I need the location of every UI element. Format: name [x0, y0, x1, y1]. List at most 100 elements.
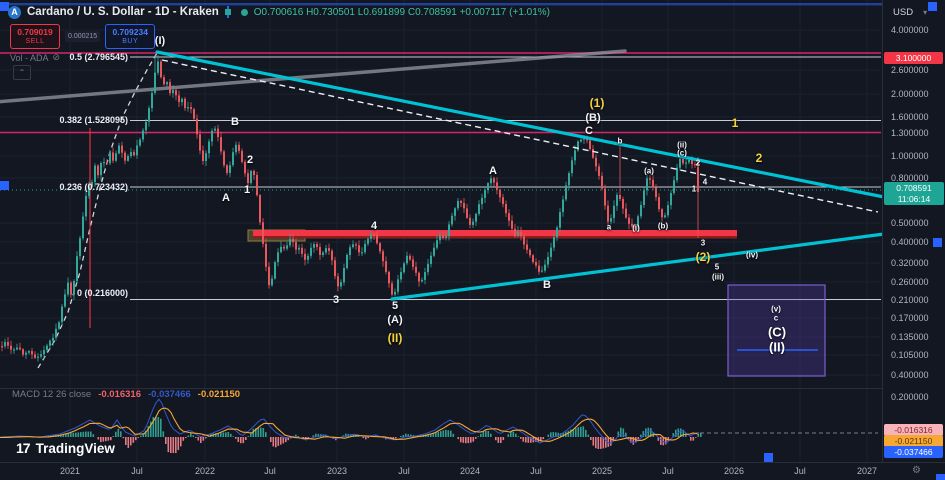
drawing-selection-handle[interactable] [0, 181, 9, 190]
gray-trendline[interactable] [0, 49, 627, 104]
candle-body [469, 217, 471, 225]
candle-body [85, 195, 87, 217]
macd-hist-bar [177, 437, 180, 450]
candle-body [574, 150, 576, 161]
macd-hist-bar [610, 437, 612, 446]
drawing-selection-handle[interactable] [936, 474, 945, 480]
drawing-selection-handle[interactable] [0, 2, 9, 11]
macd-hist-bar [597, 437, 600, 449]
currency-label: USD [893, 7, 914, 18]
price-scale[interactable]: USD ▾ 4.000000 2.600000 2.000000 1.600000 1.… [882, 0, 945, 462]
candle-body [676, 167, 678, 181]
candle-body [355, 244, 357, 246]
candle-body [685, 162, 687, 164]
candle-body [307, 255, 309, 260]
candle-body [421, 279, 423, 282]
macd-hist-bar [215, 433, 217, 437]
candle-body [658, 197, 660, 210]
macd-hist-bar [427, 434, 430, 437]
macd-hist-bar [630, 437, 632, 443]
candle-body [694, 164, 696, 166]
drawing-selection-handle[interactable] [933, 238, 942, 247]
macd-hist-bar [567, 430, 570, 437]
macd-hist-bar [440, 431, 442, 437]
candle-body [268, 266, 270, 286]
resistance-bar[interactable] [253, 230, 737, 236]
buy-button[interactable]: 0.709234 BUY [105, 24, 156, 49]
macd-hist-bar [500, 437, 502, 443]
candle-body [139, 139, 141, 146]
macd-hist-bar [80, 432, 82, 437]
fib-level-label: 0 (0.216000) [76, 288, 128, 298]
macd-hist-bar [282, 437, 285, 444]
volume-legend[interactable]: Vol - ADA ⊘ [10, 52, 60, 63]
macd-hist-bar [617, 431, 620, 437]
candle-body [400, 272, 402, 280]
macd-hist-bar [502, 437, 505, 441]
candle-body [544, 264, 546, 271]
time-axis[interactable]: 2021 Jul 2022 Jul 2023 Jul 2024 Jul 2025 Jul 2026 J… [0, 462, 945, 480]
tradingview-logo[interactable]: 17 TradingView [16, 440, 115, 456]
price-tick-label: 0.320000 [891, 258, 929, 268]
candle-body [196, 118, 198, 135]
collapse-pane-button[interactable]: ⌃ [13, 65, 31, 80]
macd-hist-bar [580, 426, 582, 437]
candle-body [361, 252, 363, 254]
macd-hist-bar [277, 437, 280, 446]
candle-body [385, 261, 387, 272]
candle-body [133, 152, 135, 156]
macd-hist-bar [642, 431, 645, 437]
axis-settings-gear-icon[interactable]: ⚙ [912, 465, 921, 476]
macd-hist-bar [447, 430, 450, 437]
currency-dropdown[interactable]: USD ▾ [887, 5, 943, 20]
dashed-rally-curve[interactable] [37, 52, 158, 369]
candle-body [367, 238, 369, 244]
price-tick-label: 0.210000 [891, 295, 929, 305]
drawing-selection-handle[interactable] [764, 453, 773, 462]
candle-body [121, 145, 123, 153]
macd-hist-bar [265, 432, 267, 437]
candle-body [292, 239, 294, 243]
candle-body [73, 281, 75, 295]
macd-hist-bar [527, 437, 530, 443]
candle-body [448, 224, 450, 237]
target-projection-box[interactable] [727, 284, 826, 377]
candle-body [520, 231, 522, 237]
candle-body [340, 282, 342, 287]
macd-hist-bar [47, 435, 50, 437]
descending-cyan-trendline[interactable] [155, 50, 886, 199]
candle-body [232, 152, 234, 166]
macd-hist-bar [362, 437, 365, 439]
macd-hist-bar [165, 437, 167, 444]
candle-body [397, 279, 399, 292]
candle-body [472, 221, 474, 225]
selected-top-line[interactable] [0, 3, 941, 6]
candle-body [211, 130, 213, 142]
candle-body [316, 244, 318, 247]
candle-body [79, 238, 81, 257]
macd-hist-bar [100, 437, 102, 443]
candle-body [532, 255, 534, 263]
candle-body [511, 220, 513, 229]
ascending-cyan-trendline[interactable] [390, 232, 886, 301]
sell-button[interactable]: 0.709019 SELL [10, 24, 60, 49]
macd-hist-bar [367, 437, 370, 439]
candle-body [580, 139, 582, 142]
symbol-title[interactable]: Cardano / U. S. Dollar - 1D - Kraken [27, 6, 219, 18]
candle-body [88, 186, 90, 196]
candle-body [460, 200, 462, 203]
macd-hist-bar [650, 428, 652, 437]
candle-body [430, 255, 432, 264]
candle-body [115, 153, 117, 161]
macd-hist-bar [207, 436, 210, 437]
candle-body [40, 354, 42, 357]
hidden-eye-icon[interactable]: ⊘ [52, 52, 61, 62]
drawing-selection-handle[interactable] [928, 2, 937, 11]
price-tick-label: 0.400000 [891, 370, 929, 380]
macd-hist-bar [395, 437, 397, 439]
dashed-trendline[interactable] [161, 59, 879, 213]
chart-style-icon[interactable] [224, 6, 235, 18]
time-tick-label: 2024 [459, 466, 481, 476]
macd-legend[interactable]: MACD 12 26 close -0.016316 -0.037466 -0.… [12, 389, 240, 400]
